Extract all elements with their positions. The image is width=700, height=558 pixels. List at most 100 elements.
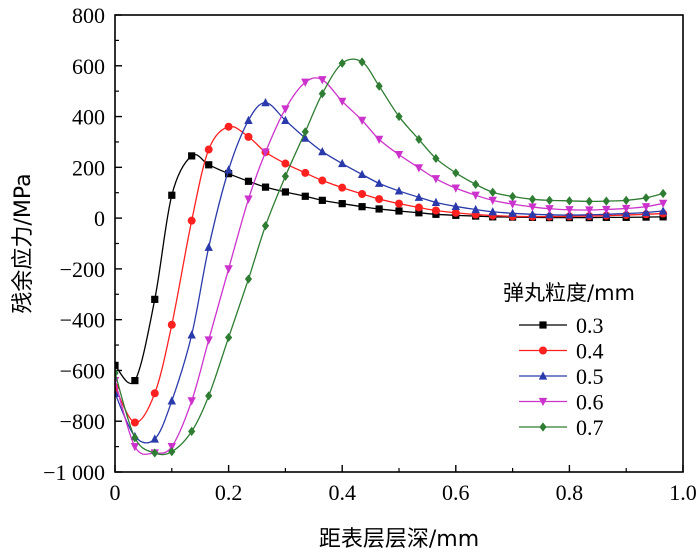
data-point xyxy=(167,396,176,405)
data-point xyxy=(338,183,347,192)
series-0.5 xyxy=(115,97,668,444)
data-point xyxy=(261,183,270,191)
data-point xyxy=(471,204,480,214)
x-axis-title: 距表层层深/mm xyxy=(319,527,479,552)
y-tick-label: −800 xyxy=(60,409,105,434)
legend-title: 弹丸粒度/mm xyxy=(503,281,635,305)
data-point xyxy=(151,448,159,458)
data-point xyxy=(357,116,367,125)
data-point xyxy=(374,178,384,187)
data-point xyxy=(509,191,517,202)
data-point xyxy=(168,447,176,457)
data-point xyxy=(375,205,383,213)
y-tick-label: 600 xyxy=(72,54,105,79)
data-point xyxy=(151,295,159,303)
y-tick-label: −1 000 xyxy=(43,460,105,485)
legend-marker xyxy=(539,321,547,329)
data-point xyxy=(414,164,424,173)
x-tick-label: 0.8 xyxy=(556,480,584,505)
data-point xyxy=(641,203,651,212)
data-point xyxy=(395,111,403,122)
data-point xyxy=(622,195,630,205)
data-point xyxy=(281,115,290,124)
data-point xyxy=(431,197,441,206)
legend-item: 0.7 xyxy=(519,415,604,440)
data-point xyxy=(659,188,667,199)
legend-marker xyxy=(538,371,548,380)
y-tick-label: 200 xyxy=(72,155,105,180)
data-point xyxy=(244,274,253,284)
legend-item: 0.6 xyxy=(519,390,604,415)
legend-item: 0.5 xyxy=(519,364,604,389)
data-point xyxy=(602,205,611,215)
data-point xyxy=(357,169,367,179)
y-tick-label: −600 xyxy=(60,358,105,383)
data-point xyxy=(565,206,574,215)
data-point xyxy=(528,194,537,204)
data-point xyxy=(205,161,213,169)
legend-label: 0.4 xyxy=(576,339,604,364)
data-point xyxy=(187,216,196,225)
data-point xyxy=(338,58,346,68)
data-point xyxy=(415,209,423,217)
data-point xyxy=(318,196,326,204)
data-point xyxy=(545,205,554,214)
data-point xyxy=(585,206,594,215)
data-point xyxy=(225,332,233,343)
y-tick-label: −200 xyxy=(60,257,105,282)
data-point xyxy=(187,330,196,339)
data-point xyxy=(545,195,554,205)
data-point xyxy=(130,418,139,427)
y-tick-label: −400 xyxy=(60,308,105,333)
data-point xyxy=(224,165,233,174)
data-point xyxy=(394,186,404,195)
data-point xyxy=(451,201,460,211)
legend-marker xyxy=(539,422,547,432)
data-point xyxy=(261,221,270,231)
data-point xyxy=(545,210,554,219)
legend-marker xyxy=(538,397,548,407)
data-point xyxy=(622,204,631,214)
data-point xyxy=(188,152,196,160)
data-point xyxy=(358,203,366,211)
data-point xyxy=(131,433,139,443)
data-point xyxy=(642,193,650,203)
data-point xyxy=(472,179,480,189)
data-point xyxy=(395,207,403,215)
legend-label: 0.6 xyxy=(576,390,604,415)
data-point xyxy=(131,377,139,385)
series-layer xyxy=(115,57,668,458)
data-point xyxy=(301,168,310,177)
data-point xyxy=(168,191,176,199)
data-point xyxy=(414,203,423,212)
legend-marker xyxy=(539,346,547,355)
data-point xyxy=(338,97,347,106)
data-point xyxy=(528,209,537,218)
data-point xyxy=(150,434,159,443)
data-point xyxy=(641,207,651,217)
data-point xyxy=(432,153,440,164)
data-point xyxy=(602,196,610,206)
y-tick-label: 0 xyxy=(94,206,105,231)
data-point xyxy=(358,189,367,198)
x-tick-label: 0 xyxy=(110,480,121,505)
data-point xyxy=(281,188,289,196)
tick-label-layer: 0 0.2 0.4 0.6 0.8 1.0 −1 000 −800 −600 −400 −200 0 2… xyxy=(43,3,697,505)
data-point xyxy=(415,134,423,145)
data-point xyxy=(471,191,480,200)
data-point xyxy=(375,81,383,91)
y-tick-label: 400 xyxy=(72,105,105,130)
data-point xyxy=(585,196,593,206)
data-point xyxy=(115,388,120,397)
data-point xyxy=(375,195,384,204)
legend-label: 0.3 xyxy=(576,313,604,338)
x-tick-label: 0.6 xyxy=(442,480,470,505)
data-point xyxy=(204,242,213,251)
data-point xyxy=(318,176,327,185)
data-point xyxy=(204,145,213,154)
data-point xyxy=(374,135,384,145)
series-0.7 xyxy=(115,57,667,458)
data-point xyxy=(244,132,253,141)
data-point xyxy=(338,158,347,168)
data-point xyxy=(488,196,497,205)
